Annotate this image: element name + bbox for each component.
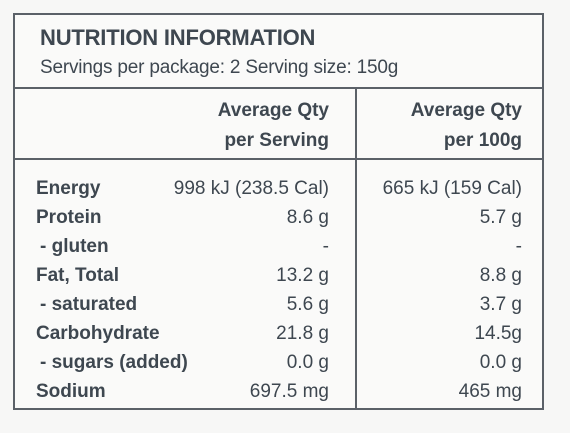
nutrient-label: Fat, Total — [36, 265, 120, 286]
per-100g-value: - — [515, 236, 522, 257]
nutrient-row-saturated: - saturated 5.6 g 3.7 g — [15, 290, 542, 319]
nutrient-row-fat-total: Fat, Total 13.2 g 8.8 g — [15, 261, 542, 290]
nutrient-row-protein: Protein 8.6 g 5.7 g — [15, 203, 542, 232]
per-100g-value: 3.7 g — [479, 294, 522, 315]
nutrient-label: - gluten — [40, 236, 109, 257]
panel-title: NUTRITION INFORMATION — [40, 25, 316, 50]
per-100g-value: 0.0 g — [479, 352, 522, 373]
nutrient-row-carbohydrate: Carbohydrate 21.8 g 14.5g — [15, 319, 542, 348]
nutrient-label: Energy — [36, 178, 101, 199]
per-serving-value: 998 kJ (238.5 Cal) — [173, 178, 329, 199]
nutrient-row-energy: Energy 998 kJ (238.5 Cal) 665 kJ (159 Ca… — [15, 174, 542, 203]
per-serving-value: - — [322, 236, 329, 257]
per-serving-header-line2: per Serving — [224, 130, 329, 151]
column-divider — [355, 87, 357, 410]
serving-info: Servings per package: 2 Serving size: 15… — [40, 57, 399, 78]
nutrient-label: - sugars (added) — [40, 352, 188, 373]
nutrition-panel: NUTRITION INFORMATION Servings per packa… — [13, 13, 544, 410]
per-serving-value: 21.8 g — [276, 323, 329, 344]
nutrient-label: Protein — [36, 207, 102, 228]
nutrient-label: Sodium — [36, 381, 106, 402]
header-rule — [15, 158, 542, 160]
panel-header: NUTRITION INFORMATION Servings per packa… — [15, 15, 542, 89]
nutrient-rows: Energy 998 kJ (238.5 Cal) 665 kJ (159 Ca… — [15, 174, 542, 406]
nutrient-row-sugars: - sugars (added) 0.0 g 0.0 g — [15, 348, 542, 377]
per-100g-value: 8.8 g — [479, 265, 522, 286]
per-100g-value: 5.7 g — [479, 207, 522, 228]
nutrient-label: - saturated — [40, 294, 138, 315]
nutrient-row-sodium: Sodium 697.5 mg 465 mg — [15, 377, 542, 406]
per-100g-value: 465 mg — [458, 381, 522, 402]
per-serving-value: 13.2 g — [276, 265, 329, 286]
per-100g-header-line1: Average Qty — [410, 100, 522, 121]
nutrient-row-gluten: - gluten - - — [15, 232, 542, 261]
per-100g-header-line2: per 100g — [443, 130, 522, 151]
per-serving-header: Average Qty per Serving — [218, 96, 329, 156]
per-serving-value: 697.5 mg — [249, 381, 329, 402]
per-100g-value: 665 kJ (159 Cal) — [382, 178, 522, 199]
per-serving-value: 0.0 g — [286, 352, 329, 373]
per-100g-value: 14.5g — [474, 323, 522, 344]
per-100g-header: Average Qty per 100g — [411, 96, 522, 156]
per-serving-value: 8.6 g — [286, 207, 329, 228]
nutrient-label: Carbohydrate — [36, 323, 160, 344]
per-serving-value: 5.6 g — [286, 294, 329, 315]
per-serving-header-line1: Average Qty — [217, 100, 329, 121]
